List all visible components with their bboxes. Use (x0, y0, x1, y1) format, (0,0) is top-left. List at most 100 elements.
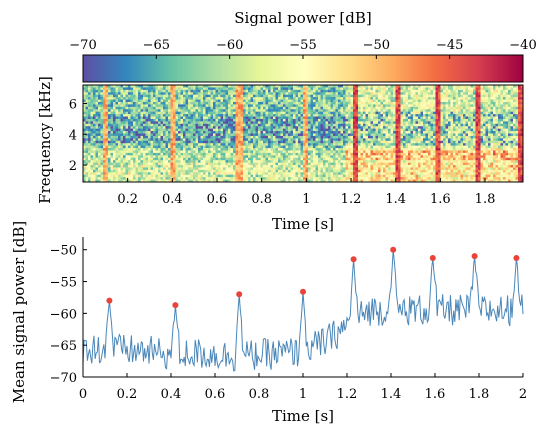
spectrogram-cell (88, 143, 91, 147)
spectrogram-cell (310, 177, 314, 180)
spectrogram-cell (190, 172, 194, 176)
spectrogram-cell (93, 106, 96, 110)
spectrogram-cell (133, 150, 136, 154)
spectrogram-cell (180, 121, 184, 125)
spectrogram-cell (355, 160, 359, 163)
spectrogram-cell (225, 135, 229, 139)
spectrogram-cell (233, 87, 236, 91)
spectrogram-cell (295, 131, 299, 134)
spectrogram-cell (320, 162, 324, 166)
spectrogram-cell (345, 138, 349, 142)
spectrogram-cell (373, 126, 376, 130)
spectrogram-cell (88, 87, 91, 91)
spectrogram-cell (298, 87, 301, 91)
spectrogram-cell (175, 145, 179, 149)
spectrogram-cell (323, 133, 326, 137)
spectrogram-cell (118, 94, 121, 98)
spectrogram-cell (213, 169, 216, 173)
spectrogram-cell (275, 172, 279, 176)
spectrogram-cell (263, 167, 266, 171)
spectrogram-cell (158, 114, 161, 117)
spectrogram-cell (378, 104, 381, 108)
spectrogram-cell (220, 123, 224, 127)
spectrogram-cell (205, 145, 209, 149)
spectrogram-cell (238, 133, 241, 137)
spectrogram-cell (183, 157, 186, 161)
spectrogram-cell (140, 162, 144, 166)
spectrogram-cell (183, 143, 186, 147)
spectrogram-cell (360, 97, 364, 100)
spectrogram-cell (175, 135, 179, 139)
spectrogram-cell (130, 167, 134, 171)
spectrogram-cell (183, 179, 186, 183)
spectrogram-cell (128, 157, 131, 161)
spectrogram-cell (103, 101, 106, 105)
spectrogram-cell (388, 162, 391, 166)
spectrogram-cell (333, 145, 336, 149)
spectrogram-cell (368, 165, 371, 168)
spectrogram-cell (325, 145, 329, 149)
spectrogram-cell (313, 145, 316, 149)
spectrogram-cell (320, 114, 324, 117)
spectrogram-cell (340, 126, 344, 130)
spectrogram-cell (170, 162, 174, 166)
spectrogram-cell (103, 89, 106, 93)
spectrogram-cell (248, 157, 251, 161)
spectrogram-cell (350, 150, 354, 154)
spectrogram-cell (220, 148, 224, 151)
spectrogram-cell (265, 99, 269, 103)
spectrogram-cell (195, 138, 199, 142)
spectrogram-cell (208, 157, 211, 161)
spectrogram-cell (123, 99, 126, 103)
spectrogram-cell (273, 160, 276, 163)
spectrogram-cell (298, 150, 301, 154)
spectrogram-cell (355, 118, 359, 122)
spectrogram-cell (83, 85, 86, 88)
spectrogram-cell (205, 150, 209, 154)
spectrogram-cell (308, 177, 311, 180)
spectrogram-cell (328, 97, 331, 100)
spectrogram-cell (208, 138, 211, 142)
spectrogram-cell (353, 131, 356, 134)
spectrogram-cell (343, 145, 346, 149)
spectrogram-cell (373, 128, 376, 132)
spectrogram-cell (323, 99, 326, 103)
spectrogram-cell (105, 135, 109, 139)
spectrogram-cell (265, 128, 269, 132)
spectrogram-cell (370, 152, 374, 156)
spectrogram-cell (390, 111, 394, 115)
spectrogram-cell (288, 177, 291, 180)
spectrogram-cell (140, 92, 144, 96)
spectrogram-cell (133, 128, 136, 132)
spectrogram-cell (98, 101, 101, 105)
spectrogram-cell (98, 131, 101, 134)
spectrogram-cell (380, 123, 384, 127)
spectrogram-cell (263, 126, 266, 130)
spectrogram-cell (135, 162, 139, 166)
spectrogram-cell (385, 85, 389, 88)
spectrogram-cell (313, 104, 316, 108)
spectrogram-cell (348, 140, 351, 144)
spectrogram-cell (298, 85, 301, 88)
spectrogram-cell (310, 87, 314, 91)
spectrogram-cell (90, 140, 94, 144)
spectrogram-cell (265, 104, 269, 108)
spectrogram-cell (340, 162, 344, 166)
spectrogram-cell (355, 123, 359, 127)
spectrogram-cell (280, 104, 284, 108)
spectrogram-cell (365, 89, 369, 93)
spectrogram-cell (113, 99, 116, 103)
spectrogram-cell (363, 143, 366, 147)
spectrogram-cell (200, 155, 204, 159)
spectrogram-cell (150, 114, 154, 117)
spectrogram-cell (150, 118, 154, 122)
spectrogram-cell (173, 123, 176, 127)
spectrogram-cell (235, 97, 239, 100)
spectrogram-cell (370, 133, 374, 137)
spectrogram-cell (348, 160, 351, 163)
spectrogram-cell (360, 111, 364, 115)
spectrogram-cell (110, 155, 114, 159)
spectrogram-cell (113, 121, 116, 125)
spectrogram-cell (223, 104, 226, 108)
spectrogram-cell (383, 99, 386, 103)
